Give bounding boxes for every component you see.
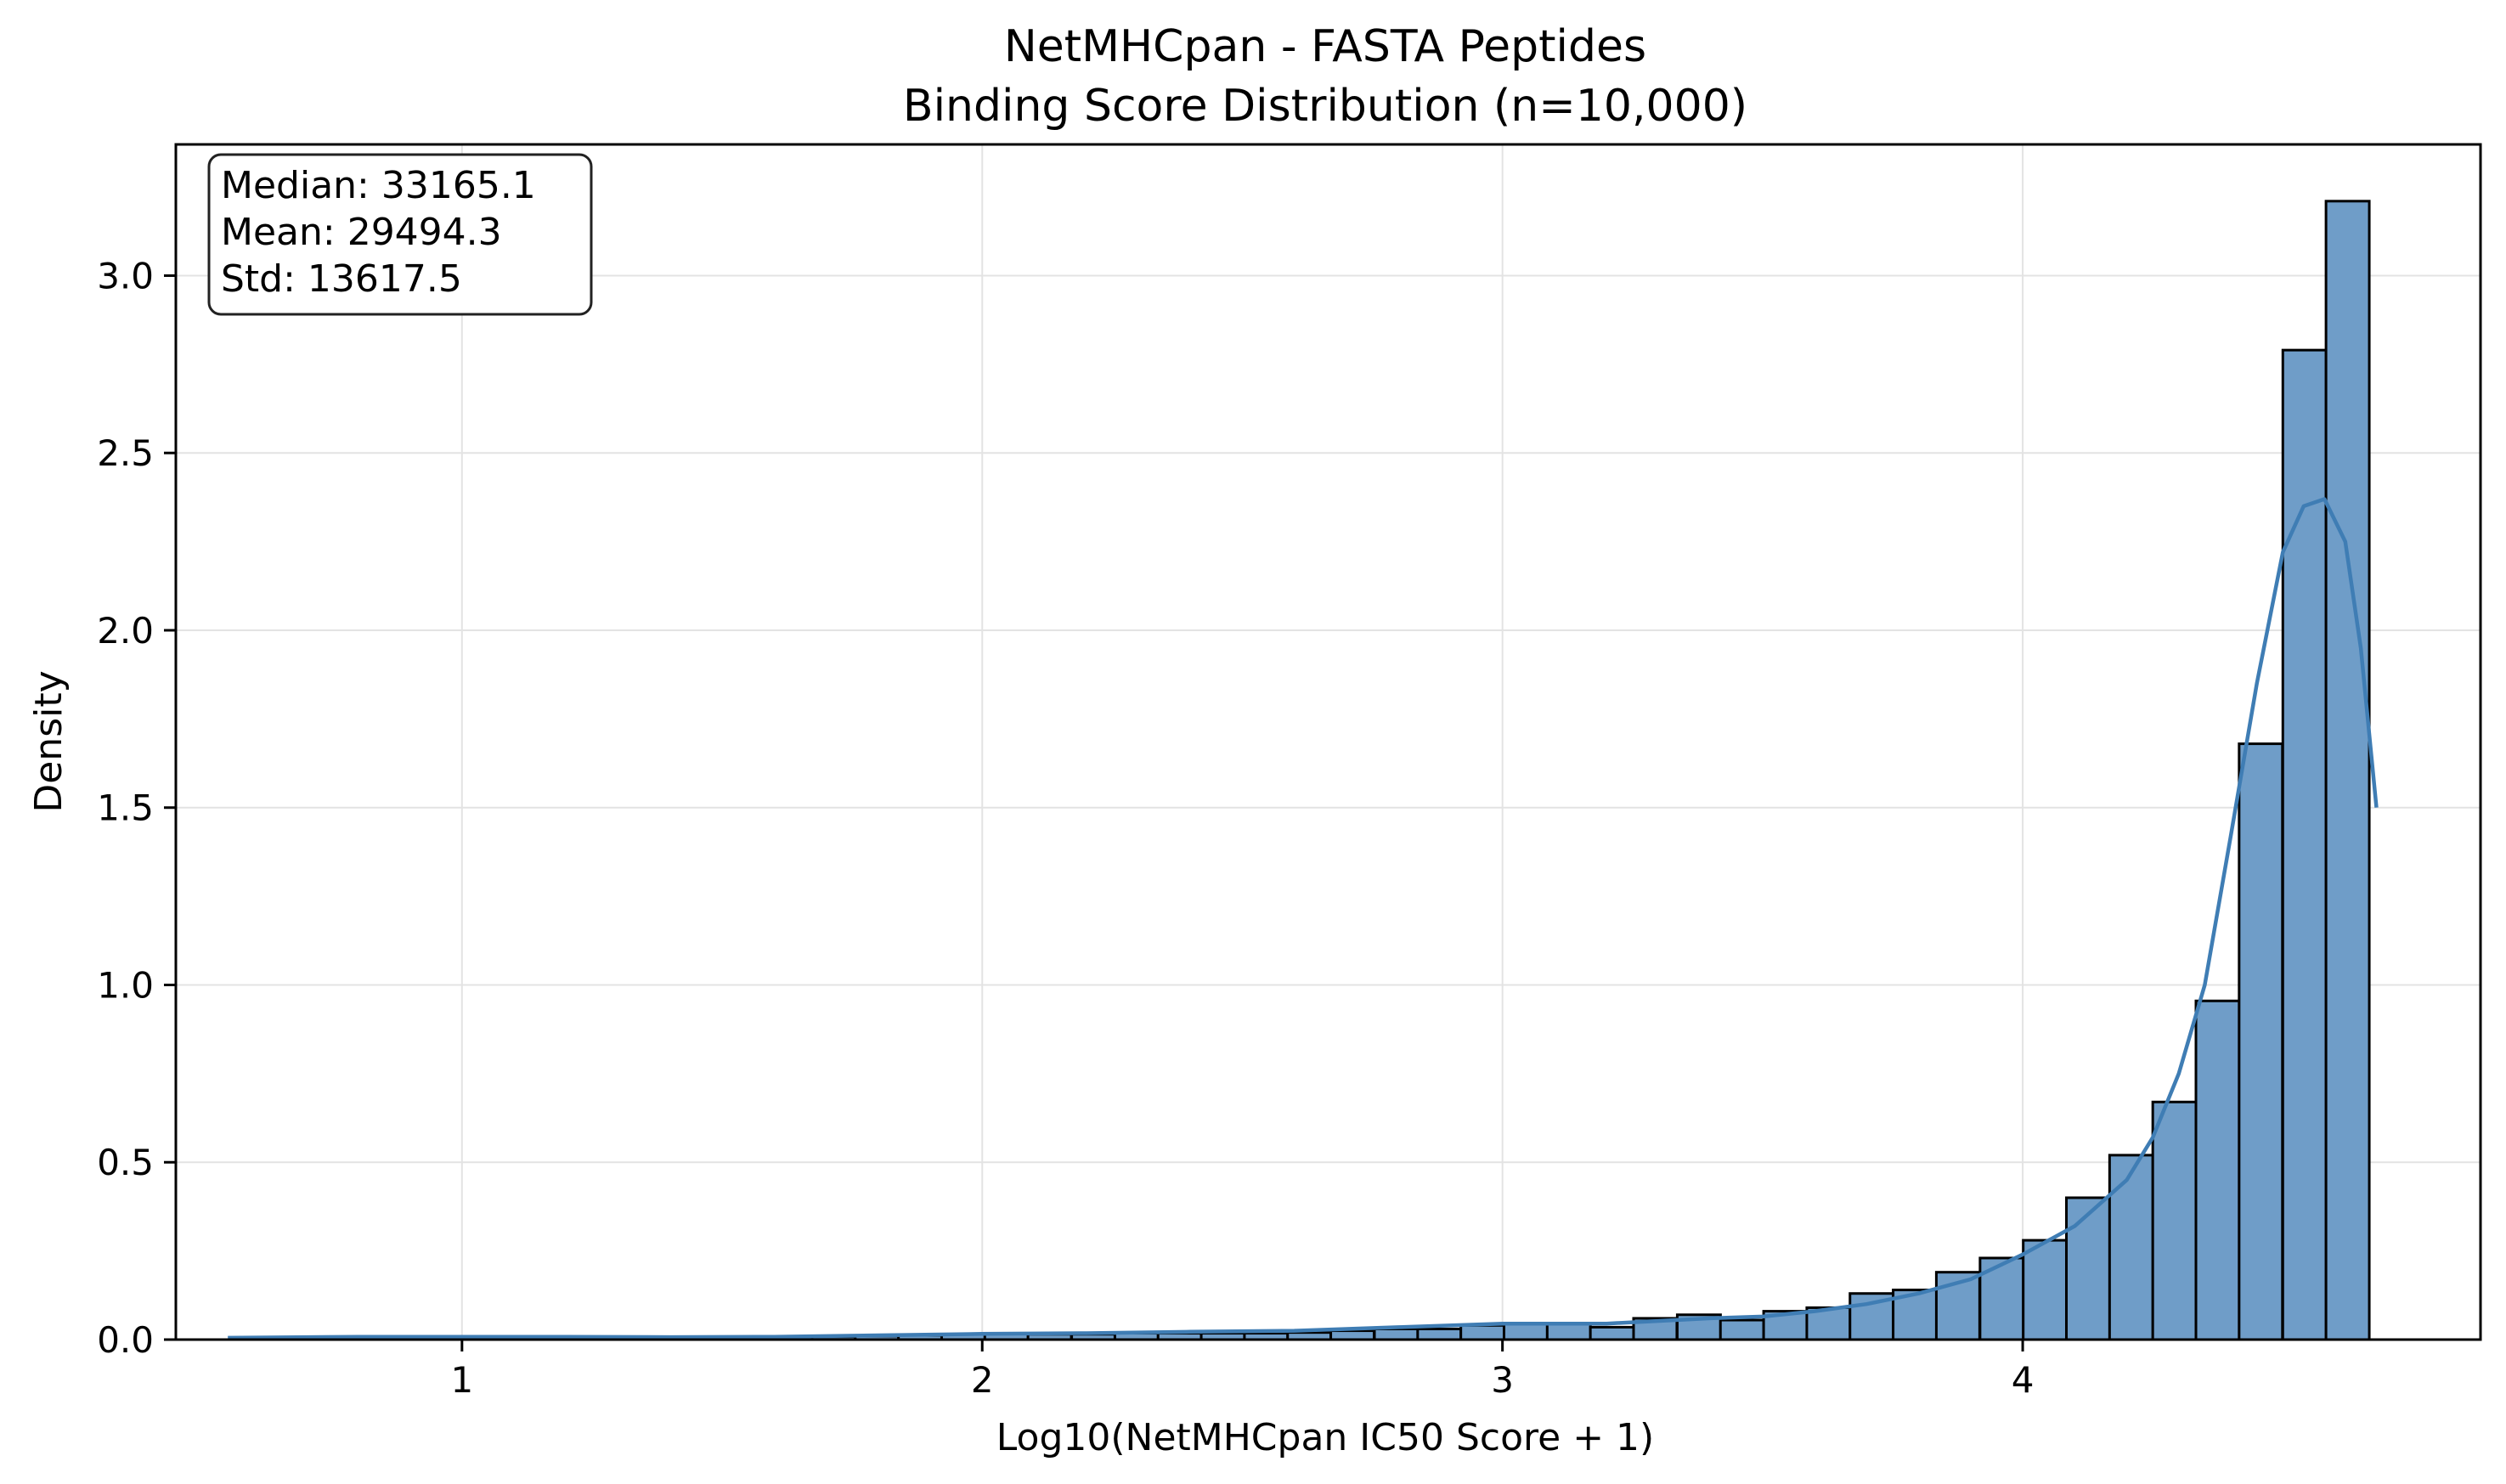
y-tick-label: 2.5 bbox=[97, 432, 154, 474]
histogram-bar bbox=[1589, 1325, 1635, 1341]
y-axis-label: Density bbox=[27, 670, 71, 812]
histogram-bars bbox=[248, 200, 2371, 1341]
histogram-bar bbox=[1719, 1318, 1765, 1341]
histogram-bar bbox=[1373, 1327, 1420, 1341]
histogram-bar bbox=[1459, 1323, 1506, 1341]
histogram-bar bbox=[2108, 1154, 2154, 1341]
kde-curve bbox=[228, 497, 2379, 1340]
histogram-bar bbox=[2194, 999, 2241, 1341]
histogram-bar bbox=[2281, 348, 2328, 1341]
grid-lines bbox=[176, 144, 2481, 1340]
stat-std: Std: 13617.5 bbox=[221, 257, 462, 301]
histogram-bar bbox=[1502, 1322, 1549, 1341]
y-tick-label: 2.0 bbox=[97, 610, 154, 652]
stat-median: Median: 33165.1 bbox=[221, 164, 536, 207]
histogram-bar bbox=[1329, 1329, 1376, 1341]
y-tick-label: 3.0 bbox=[97, 255, 154, 296]
histogram-bar bbox=[1416, 1327, 1463, 1341]
x-tick-label: 1 bbox=[450, 1359, 473, 1401]
y-axis-ticks: 0.0 0.5 1.0 1.5 2.0 2.5 3.0 bbox=[97, 255, 176, 1361]
x-axis-ticks: 1 2 3 4 bbox=[450, 1340, 2034, 1401]
histogram-bar bbox=[2324, 200, 2371, 1341]
stat-mean: Mean: 29494.3 bbox=[221, 211, 502, 254]
histogram-bar bbox=[2065, 1196, 2111, 1341]
stats-box: Median: 33165.1 Mean: 29494.3 Std: 13617… bbox=[207, 153, 593, 316]
histogram-bar bbox=[2022, 1239, 2069, 1341]
y-tick-label: 1.0 bbox=[97, 964, 154, 1006]
x-axis-label: Log10(NetMHCpan IC50 Score + 1) bbox=[996, 1416, 1654, 1459]
histogram-bar bbox=[2238, 742, 2284, 1341]
x-tick-label: 3 bbox=[1491, 1359, 1514, 1401]
y-tick-label: 1.5 bbox=[97, 787, 154, 829]
chart-title: NetMHCpan - FASTA Peptides bbox=[1004, 21, 1646, 72]
histogram-bar bbox=[1545, 1322, 1592, 1341]
stats-box-frame bbox=[207, 153, 593, 316]
histogram-bar bbox=[2151, 1100, 2198, 1341]
y-tick-label: 0.5 bbox=[97, 1142, 154, 1183]
x-tick-label: 2 bbox=[971, 1359, 994, 1401]
y-tick-label: 0.0 bbox=[97, 1319, 154, 1361]
plot-frame bbox=[174, 143, 2482, 1341]
chart-subtitle: Binding Score Distribution (n=10,000) bbox=[903, 81, 1747, 132]
kde-curve-group bbox=[228, 497, 2379, 1340]
x-tick-label: 4 bbox=[2012, 1359, 2035, 1401]
